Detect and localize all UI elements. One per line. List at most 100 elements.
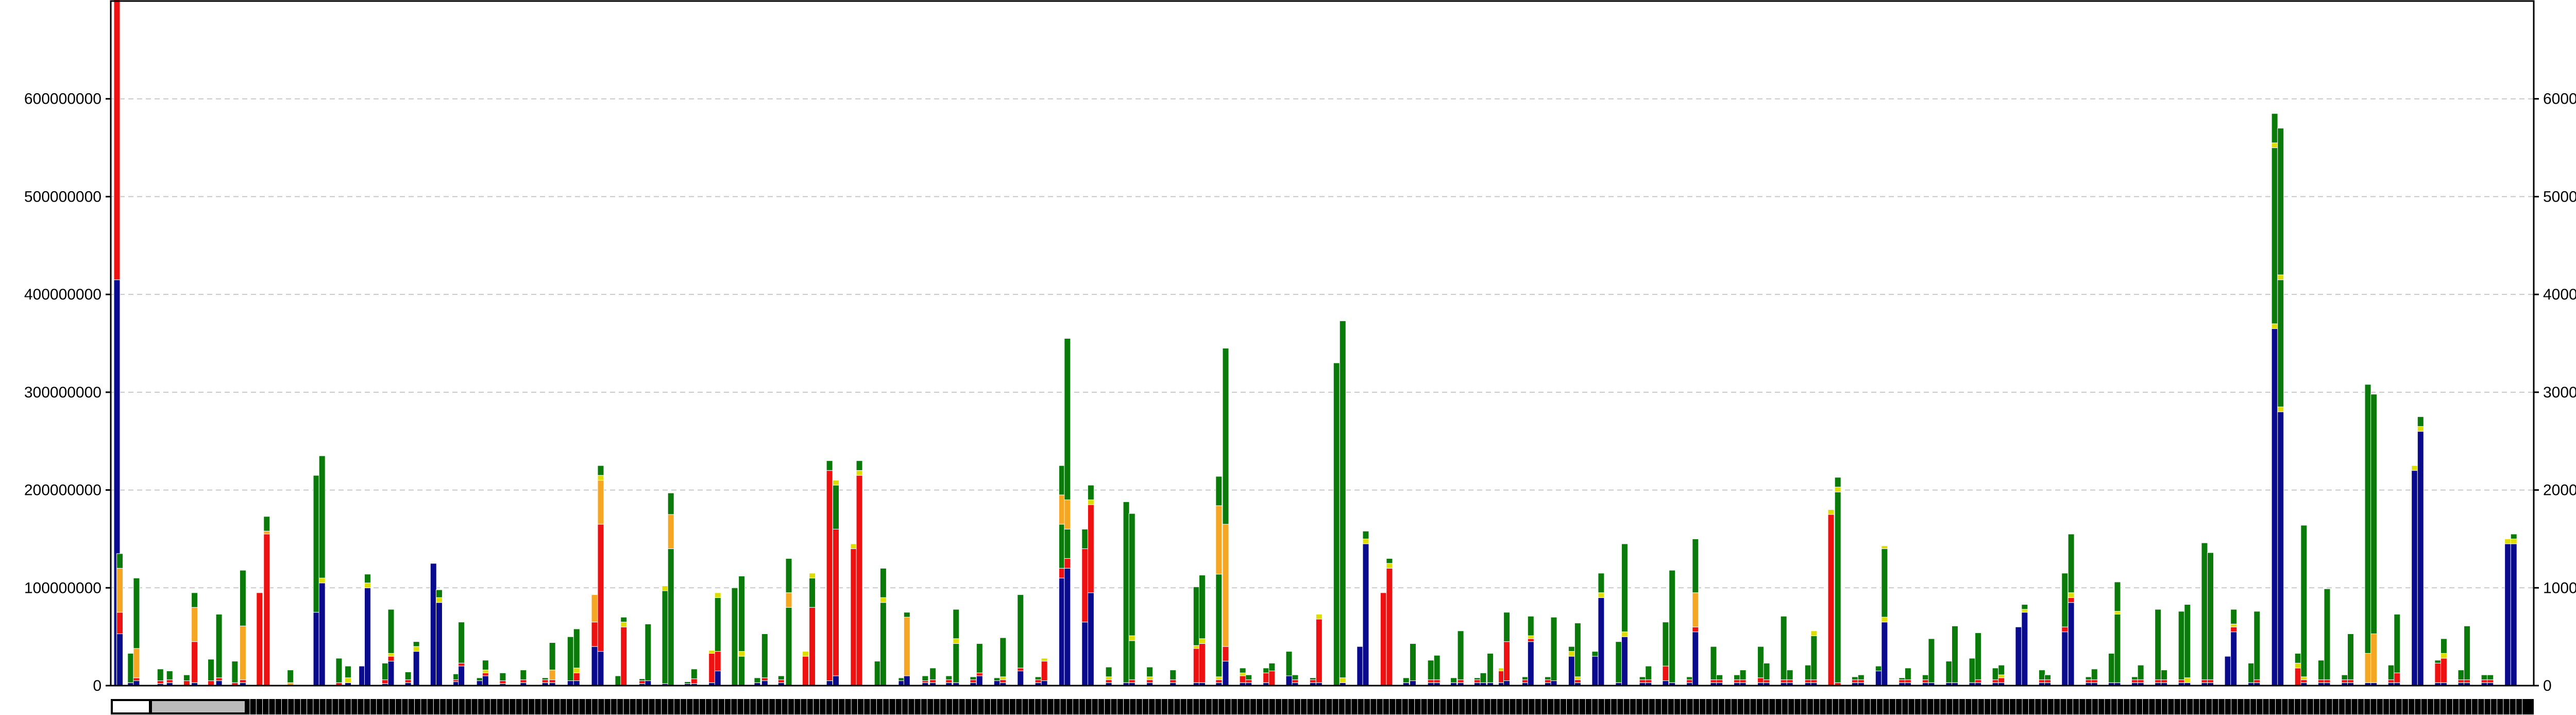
bar bbox=[850, 543, 857, 686]
bar bbox=[2091, 669, 2098, 686]
bar-segment-red bbox=[2178, 679, 2185, 683]
bar-segment-red bbox=[263, 534, 270, 686]
bar bbox=[2347, 633, 2354, 686]
bar-segment-green bbox=[133, 577, 140, 649]
bar-segment-green bbox=[499, 672, 506, 681]
bar bbox=[1480, 672, 1487, 686]
bar-segment-green bbox=[2300, 525, 2308, 677]
bar-segment-red bbox=[166, 679, 173, 683]
bar-segment-green bbox=[1975, 633, 1982, 680]
bar bbox=[208, 659, 215, 686]
bar bbox=[2015, 626, 2022, 686]
bar bbox=[1834, 477, 1841, 686]
bar-segment-navy bbox=[435, 602, 443, 686]
bar-segment-red bbox=[133, 677, 140, 681]
bar bbox=[856, 460, 863, 686]
bar-segment-green bbox=[1780, 616, 1787, 680]
bar-segment-red bbox=[1105, 679, 1112, 683]
bar-segment-green bbox=[826, 460, 833, 471]
bar-segment-red bbox=[2207, 679, 2214, 683]
bar-segment-orange bbox=[549, 670, 556, 680]
bar-segment-navy bbox=[430, 563, 437, 686]
bar bbox=[1733, 674, 1740, 686]
bar-segment-red bbox=[1081, 548, 1089, 623]
bar-segment-navy bbox=[1692, 631, 1699, 686]
bar bbox=[520, 670, 527, 686]
bar bbox=[1739, 670, 1747, 686]
bar-segment-green bbox=[1409, 643, 1416, 681]
bar-segment-red bbox=[708, 653, 716, 683]
bar-segment-red bbox=[777, 679, 785, 683]
bar-segment-green bbox=[1333, 362, 1340, 686]
bar bbox=[1881, 545, 1888, 686]
bar-segment-green bbox=[2184, 604, 2191, 678]
bar bbox=[1899, 677, 1906, 686]
bar-segment-green bbox=[404, 671, 412, 680]
x-tick-label-block bbox=[113, 701, 149, 712]
bar-segment-red bbox=[113, 0, 121, 280]
bar-segment-green bbox=[2341, 674, 2348, 680]
bar-segment-red bbox=[1739, 679, 1747, 683]
bar-segment-yellow bbox=[738, 651, 745, 657]
bar-segment-green bbox=[1064, 528, 1071, 559]
bar-segment-green bbox=[1170, 670, 1177, 680]
bar-segment-red bbox=[2131, 679, 2139, 683]
bar-segment-green bbox=[1309, 677, 1316, 680]
bar-segment-green bbox=[1692, 538, 1699, 593]
bar-segment-red bbox=[1427, 679, 1434, 683]
bar-segment-green bbox=[1222, 347, 1229, 525]
bar-segment-navy bbox=[833, 675, 840, 686]
bar bbox=[1035, 676, 1042, 686]
bar bbox=[1875, 666, 1882, 686]
bar-segment-navy bbox=[1081, 622, 1089, 686]
bar-segment-yellow bbox=[1239, 672, 1246, 676]
bar bbox=[2464, 625, 2471, 686]
bar-segment-orange bbox=[263, 530, 270, 535]
bar-segment-yellow bbox=[1215, 676, 1223, 680]
bar bbox=[2114, 581, 2121, 686]
bar-segment-green bbox=[615, 675, 622, 686]
bar bbox=[256, 592, 263, 686]
bar-segment-yellow bbox=[662, 585, 669, 591]
bar-segment-green bbox=[1263, 668, 1270, 673]
bar bbox=[2394, 614, 2401, 686]
bar-segment-red bbox=[1757, 677, 1764, 683]
bar-segment-green bbox=[1487, 653, 1494, 683]
bar bbox=[287, 670, 294, 686]
bar-segment-green bbox=[999, 637, 1007, 677]
bar-segment-red bbox=[1710, 679, 1717, 683]
bar bbox=[690, 669, 698, 686]
bar-segment-green bbox=[381, 662, 388, 680]
bar-segment-yellow bbox=[2277, 406, 2284, 412]
bar-segment-red bbox=[833, 528, 840, 676]
bar-segment-yellow bbox=[1315, 614, 1323, 620]
bar-segment-navy bbox=[2015, 626, 2022, 686]
bar bbox=[2324, 588, 2331, 686]
bar-segment-orange bbox=[191, 607, 198, 642]
bar bbox=[166, 671, 173, 686]
bar-segment-yellow bbox=[1527, 635, 1534, 639]
bar-segment-green bbox=[1615, 641, 1622, 683]
bar-segment-green bbox=[1215, 476, 1223, 506]
bar-segment-green bbox=[1544, 676, 1551, 680]
bar bbox=[922, 675, 929, 686]
bar-segment-navy bbox=[2504, 543, 2512, 686]
bar-segment-navy bbox=[1598, 597, 1605, 686]
bar-segment-red bbox=[2481, 679, 2488, 683]
bar-segment-green bbox=[874, 661, 881, 686]
bar-segment-red bbox=[1064, 558, 1071, 569]
bar-segment-green bbox=[2085, 676, 2092, 680]
bar-segment-green bbox=[2253, 611, 2261, 680]
bar bbox=[597, 465, 604, 686]
bar-segment-red bbox=[2155, 679, 2162, 683]
bar-segment-red bbox=[1686, 679, 1693, 683]
bar bbox=[2370, 394, 2378, 686]
bar-segment-red bbox=[856, 475, 863, 686]
bar-segment-navy bbox=[1064, 568, 1071, 686]
bar-segment-green bbox=[1733, 674, 1740, 680]
bar-segment-red bbox=[191, 641, 198, 683]
bar-segment-green bbox=[879, 568, 887, 598]
bar bbox=[1362, 530, 1369, 686]
bar bbox=[133, 577, 140, 686]
bar-segment-yellow bbox=[387, 653, 395, 657]
